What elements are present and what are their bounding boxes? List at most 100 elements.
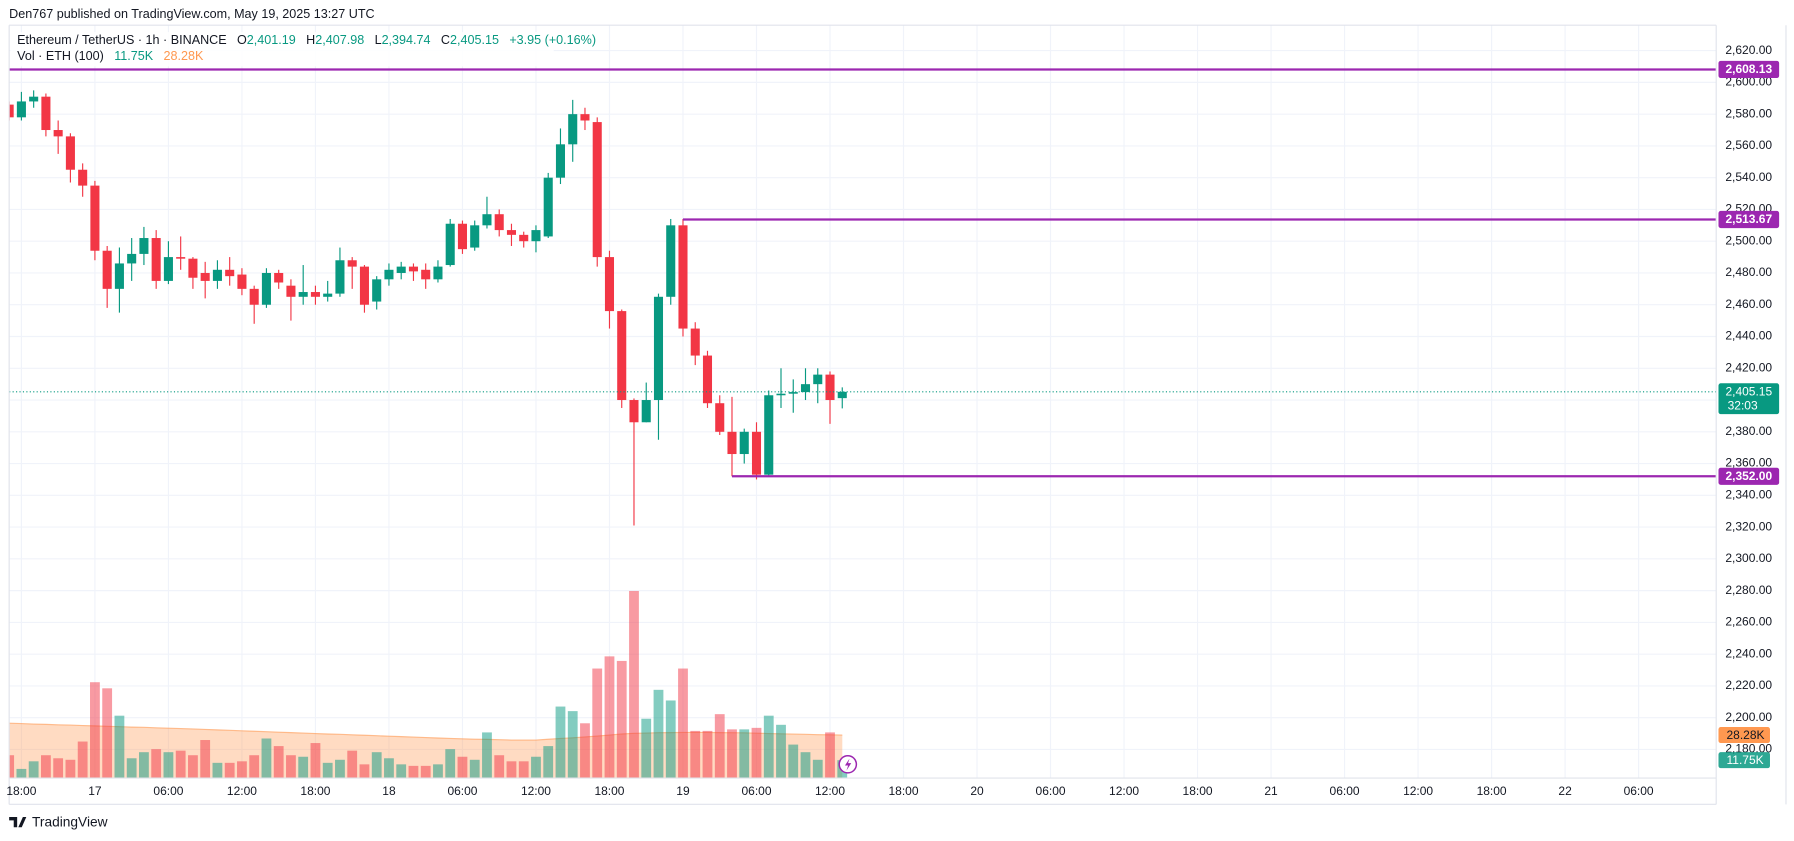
candle-body (151, 238, 161, 281)
ohlc-value: 2,405.15 (450, 34, 499, 48)
volume-bar (114, 715, 125, 779)
y-tick-label: 2,340.00 (1725, 488, 1772, 502)
x-tick-label: 12:00 (1403, 784, 1433, 798)
candle-body (176, 257, 186, 259)
volume-bar (433, 764, 443, 779)
x-tick-label: 18:00 (6, 784, 36, 798)
candle-body (78, 169, 88, 186)
y-tick-label: 2,280.00 (1725, 583, 1772, 597)
candle-body (702, 355, 713, 404)
volume-bar (396, 764, 407, 779)
volume-bar (592, 668, 603, 779)
volume-bar (224, 762, 235, 779)
x-tick-label: 18:00 (594, 784, 624, 798)
candle-body (629, 400, 639, 423)
volume-bar (237, 761, 247, 779)
candle-body (580, 114, 590, 121)
y-tick-label: 2,620.00 (1725, 43, 1772, 57)
volume-bar (139, 752, 149, 779)
y-tick-label: 2,300.00 (1725, 551, 1772, 565)
level-label-box (1718, 467, 1780, 485)
candle-body (641, 400, 651, 423)
volume-bar (200, 740, 211, 779)
candle-body (298, 292, 308, 297)
volume-bar (739, 729, 750, 779)
x-tick-label: 19 (676, 784, 690, 798)
volume-bar (543, 746, 554, 779)
symbol-title: Ethereum / TetherUS · 1h · BINANCE (17, 34, 226, 48)
candle-body (212, 269, 222, 281)
candle-body (53, 130, 63, 137)
ohlc-legend: Ethereum / TetherUS · 1h · BINANCE O2,40… (17, 34, 596, 48)
volume-bar (751, 727, 762, 779)
volume-bar (604, 656, 615, 779)
volume-bar (28, 761, 39, 779)
candle-body (90, 185, 100, 251)
y-tick-label: 2,480.00 (1725, 265, 1772, 279)
candle-body (482, 214, 492, 226)
candle-body (433, 266, 443, 280)
candle-body (751, 431, 762, 475)
footer: TradingView (9, 814, 108, 829)
candle-body (494, 214, 504, 231)
volume-bar (90, 682, 100, 779)
volume-bar (665, 700, 676, 779)
y-tick-label: 2,580.00 (1725, 106, 1772, 120)
volume-bar (702, 730, 713, 779)
volume-ma-value: 28.28K (164, 50, 204, 64)
volume-bar (335, 759, 345, 779)
volume-bar (41, 755, 51, 779)
candle-body (408, 266, 418, 272)
volume-bar (788, 744, 799, 779)
y-tick-label: 2,200.00 (1725, 710, 1772, 724)
volume-bar (518, 761, 529, 779)
candle-body (678, 225, 688, 329)
last-price-box (1718, 383, 1780, 415)
legend: Ethereum / TetherUS · 1h · BINANCE O2,40… (10, 32, 596, 67)
volume-bar (457, 756, 468, 779)
ohlc-value: 2,407.98 (315, 34, 364, 48)
candle-body (237, 274, 247, 289)
candle-body (457, 223, 467, 250)
y-tick-label: 2,440.00 (1725, 329, 1772, 343)
volume-bar (506, 761, 517, 779)
candle-body (568, 114, 578, 145)
volume-bar (298, 756, 309, 779)
volume-bar (690, 730, 701, 779)
candle-body (739, 431, 749, 455)
candle-body (102, 250, 112, 289)
volume-bar (714, 714, 725, 779)
y-tick-label: 2,240.00 (1725, 646, 1772, 660)
x-tick-label: 06:00 (153, 784, 183, 798)
x-tick-label: 22 (1558, 784, 1572, 798)
candle-body (29, 96, 39, 102)
candle-body (9, 104, 14, 118)
candle-body (396, 266, 406, 273)
candle-body (359, 266, 369, 305)
volume-bar (53, 758, 64, 779)
candle-body (715, 403, 725, 432)
candle-body (274, 272, 284, 283)
volume-bar (641, 718, 652, 779)
candles (9, 90, 847, 526)
overlay (9, 68, 1717, 478)
volume-bar (371, 752, 382, 779)
ohlc-key: L (375, 34, 382, 48)
volume-bar (616, 660, 627, 779)
candle-body (139, 238, 149, 254)
alert-icon (838, 754, 858, 774)
candle-body (41, 96, 51, 131)
y-tick-label: 2,420.00 (1725, 360, 1772, 374)
candle-body (127, 253, 137, 264)
volume-bar (261, 738, 272, 779)
volume-bar (286, 755, 296, 779)
ohlc-value: 2,394.74 (382, 34, 431, 48)
x-tick-label: 18:00 (888, 784, 918, 798)
volume-bar (531, 756, 541, 779)
grid (9, 25, 1717, 779)
candle-body (506, 230, 516, 235)
volume-bar (445, 749, 456, 779)
volume-ma-box (1718, 727, 1770, 744)
